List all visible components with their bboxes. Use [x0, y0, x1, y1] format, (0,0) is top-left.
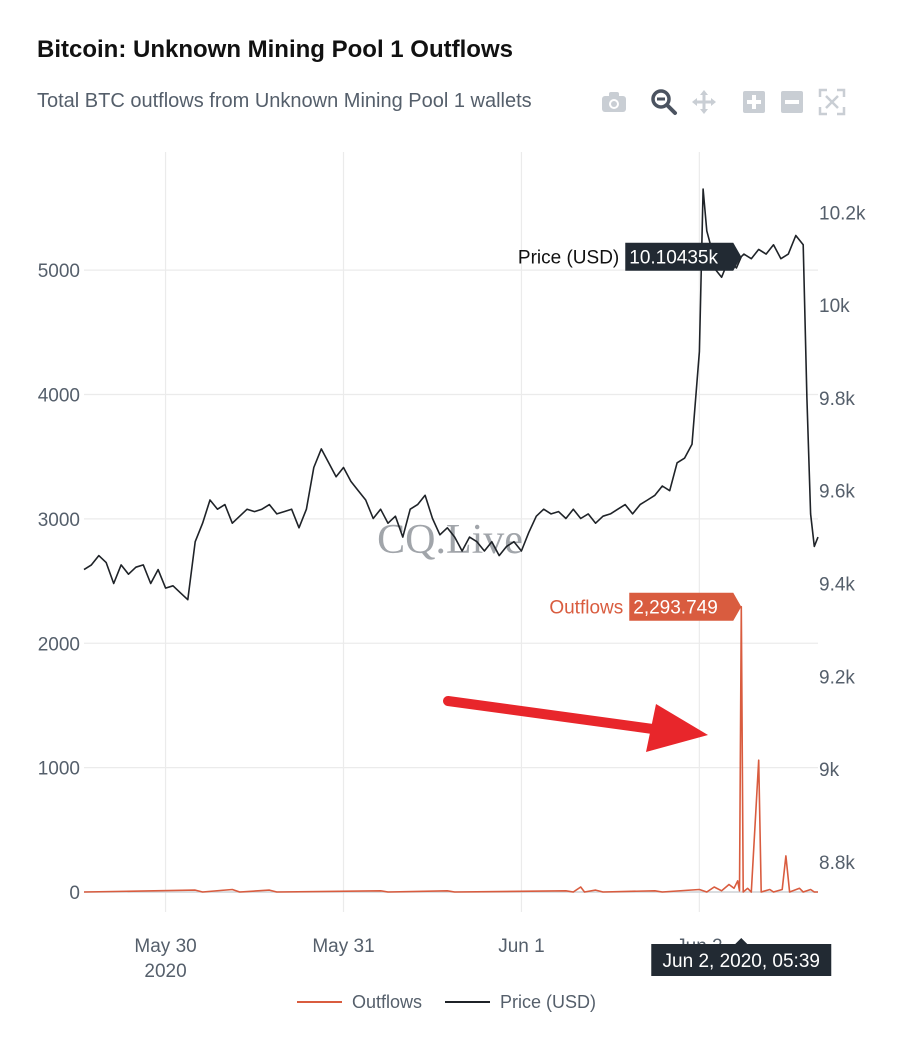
hover-tooltips: 10.10435k Price (USD) 2,293.749 Outflows Jun…	[518, 242, 832, 976]
y-right-tick-label: 10.2k	[819, 203, 866, 224]
y-left-tick-label: 1000	[38, 759, 80, 780]
y-right-tick-label: 10k	[819, 296, 850, 317]
y-left-tick-label: 4000	[38, 386, 80, 407]
y-right-tick-label: 9k	[819, 760, 840, 781]
y-gridlines	[84, 269, 818, 893]
y-right-tick-label: 8.8k	[819, 853, 855, 874]
y-left-tick-label: 5000	[38, 261, 80, 282]
x-hover-label-box	[651, 938, 832, 976]
chart-subtitle: Total BTC outflows from Unknown Mining P…	[37, 90, 532, 112]
x-tick-label: May 31	[312, 936, 374, 957]
x-tick-label: May 30	[134, 936, 196, 957]
y-left-axis: 0 1000 2000 3000 4000 5000	[38, 261, 80, 904]
outflows-tooltip-box	[629, 592, 742, 621]
camera-icon[interactable]	[598, 86, 630, 118]
price-tooltip-value: 10.10435k	[629, 248, 718, 269]
y-right-tick-label: 9.2k	[819, 667, 855, 688]
legend-item-label[interactable]: Price (USD)	[500, 992, 596, 1012]
y-left-tick-label: 2000	[38, 634, 80, 655]
y-right-tick-label: 9.4k	[819, 574, 855, 595]
zoom-in-icon[interactable]	[738, 86, 770, 118]
zoom-out-icon[interactable]	[776, 86, 808, 118]
y-right-tick-label: 9.6k	[819, 482, 855, 503]
legend[interactable]: Outflows Price (USD)	[297, 992, 596, 1012]
y-right-axis: 8.8k 9k 9.2k 9.4k 9.6k 9.8k 10k 10.2k	[819, 203, 866, 874]
y-right-tick-label: 9.8k	[819, 389, 855, 410]
price-tooltip-box	[625, 242, 742, 271]
arrow-shaft	[443, 696, 665, 735]
price-tooltip-name: Price (USD)	[518, 248, 619, 269]
x-tick-sublabel: 2020	[144, 961, 186, 982]
arrow-head	[646, 704, 708, 752]
x-hover-label: Jun 2, 2020, 05:39	[663, 951, 820, 972]
pan-icon[interactable]	[688, 86, 720, 118]
legend-item-label[interactable]: Outflows	[352, 992, 422, 1012]
outflows-tooltip-value: 2,293.749	[633, 598, 718, 619]
outflows-tooltip-name: Outflows	[549, 598, 623, 619]
x-tick-label: Jun 1	[498, 936, 544, 957]
autoscale-icon[interactable]	[816, 86, 848, 118]
y-left-tick-label: 3000	[38, 510, 80, 531]
y-left-tick-label: 0	[69, 883, 80, 904]
outflows-line[interactable]	[83, 605, 818, 893]
red-arrow-annotation	[443, 696, 708, 752]
x-gridlines	[164, 152, 700, 912]
zoom-icon[interactable]	[648, 86, 680, 118]
chart-title: Bitcoin: Unknown Mining Pool 1 Outflows	[37, 36, 513, 63]
